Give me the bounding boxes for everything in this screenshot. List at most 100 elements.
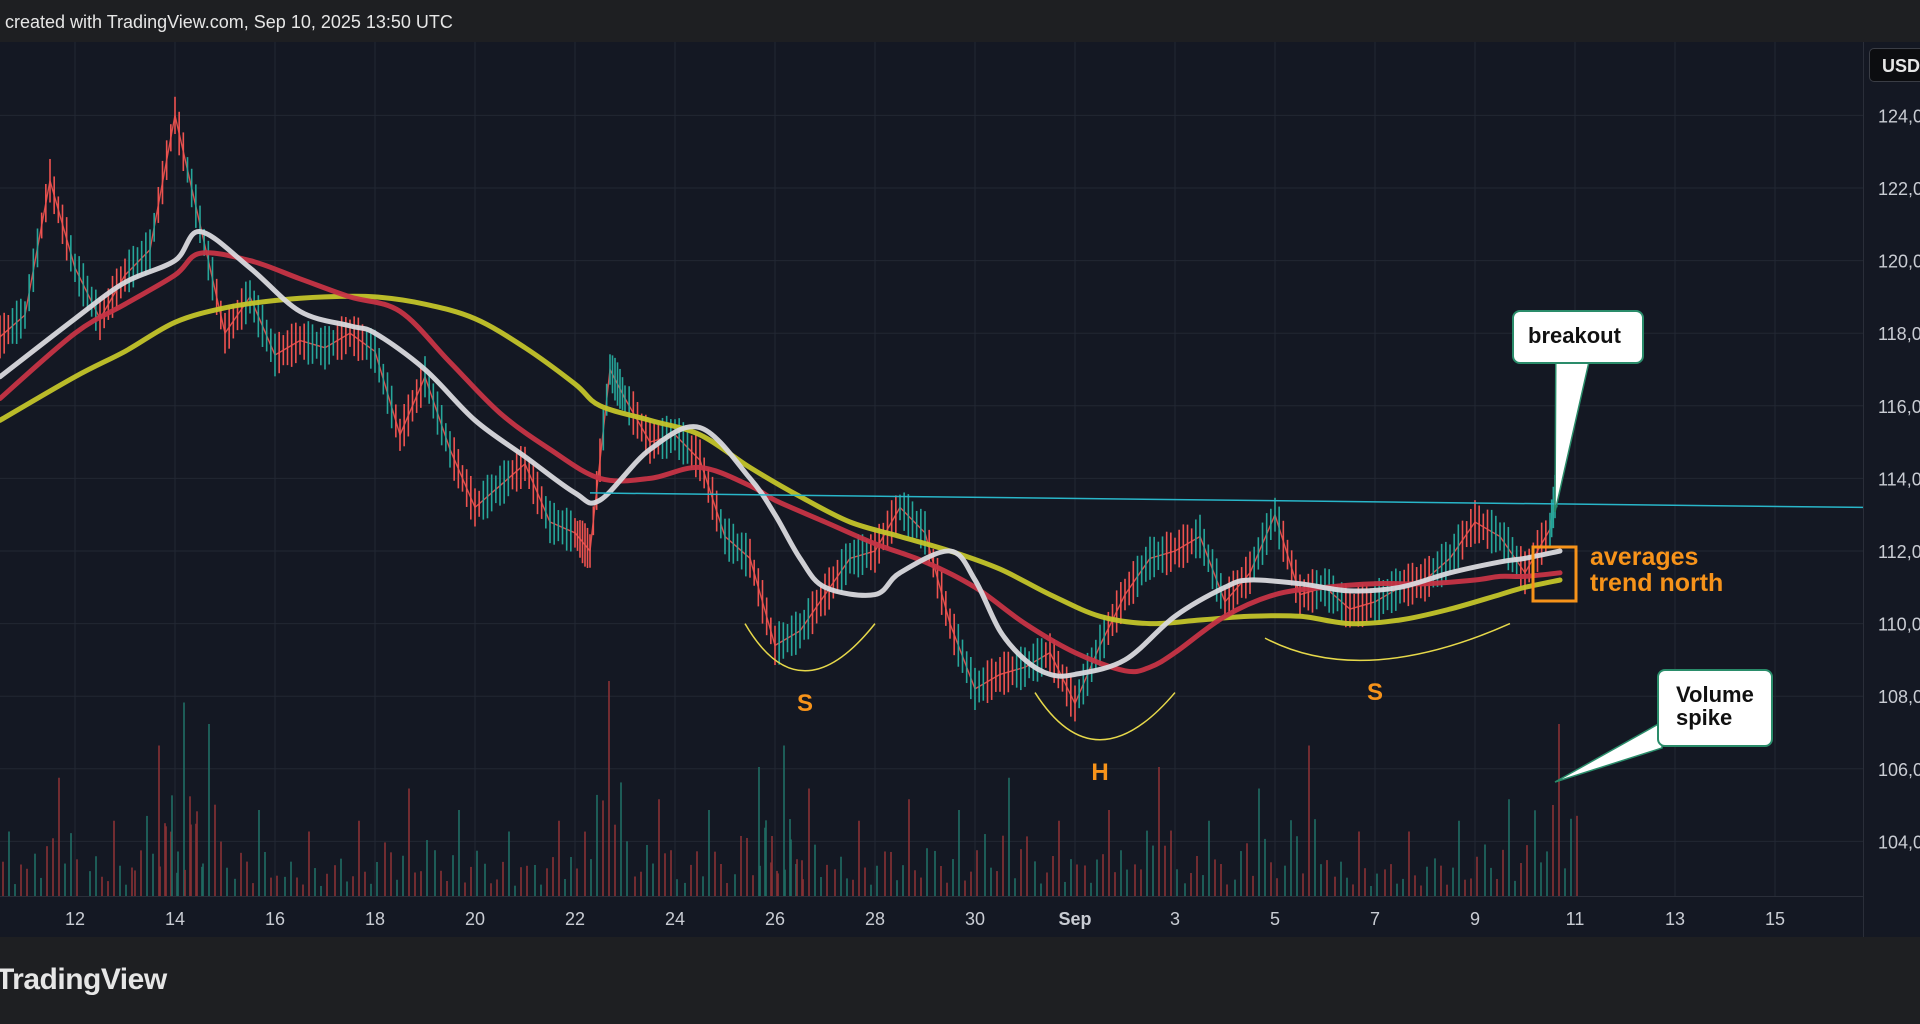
price-chart[interactable]: S H S <box>0 42 1863 896</box>
volume-bar <box>502 861 504 896</box>
price-tick-label: 106,0 <box>1878 760 1920 780</box>
volume-bar <box>46 846 48 896</box>
volume-bar <box>876 865 878 896</box>
volume-bar <box>640 871 642 896</box>
chart-area[interactable]: S H S breakout Volume spike averages trend… <box>0 42 1863 896</box>
volume-bar <box>308 831 310 896</box>
volume-bar <box>340 858 342 896</box>
volume-bar <box>1396 883 1398 896</box>
volume-bar <box>1296 836 1298 896</box>
volume-bar <box>1052 856 1054 896</box>
price-tick-label: 114,0 <box>1878 469 1920 489</box>
volume-bar <box>684 882 686 896</box>
volume-bar <box>1352 884 1354 896</box>
volume-bar <box>89 871 91 896</box>
volume-bar <box>1184 883 1186 896</box>
volume-bar <box>52 838 54 896</box>
volume-bar <box>208 724 210 896</box>
volume-bar <box>1126 869 1128 896</box>
volume-bar <box>152 853 154 896</box>
volume-bar <box>1526 845 1528 896</box>
time-tick-label: 15 <box>1765 909 1785 929</box>
volume-bar <box>1208 820 1210 896</box>
volume-bar <box>664 853 666 896</box>
grid <box>0 42 1863 896</box>
volume-bar <box>226 867 228 896</box>
volume-bar <box>1034 861 1036 896</box>
volume-bar <box>908 799 910 896</box>
time-tick-label: 9 <box>1470 909 1480 929</box>
time-tick-label: 3 <box>1170 909 1180 929</box>
volume-bar <box>1326 860 1328 896</box>
volume-bar <box>708 810 710 896</box>
volume-bar <box>626 841 628 896</box>
volume-bar <box>134 870 136 896</box>
volume-bar <box>484 863 486 896</box>
volume-bar <box>1176 869 1178 896</box>
volume-bar <box>1446 884 1448 896</box>
volume-bar <box>834 869 836 896</box>
volume-bar <box>171 795 173 896</box>
volume-bar <box>646 844 648 896</box>
time-tick-label: 12 <box>65 909 85 929</box>
currency-badge[interactable]: USD <box>1869 48 1920 82</box>
volume-bar <box>652 863 654 896</box>
price-axis[interactable]: 124,0 122,0 120,0 118,0 116,0 114,0 112,0 110,0… <box>1863 42 1920 937</box>
volume-bar <box>584 831 586 896</box>
volume-bar <box>984 834 986 896</box>
volume-bar <box>131 867 133 896</box>
neckline <box>589 492 1863 509</box>
volume-bar <box>940 866 942 896</box>
volume-bar <box>296 877 298 896</box>
volume-bar <box>840 856 842 896</box>
volume-bar <box>1570 818 1572 896</box>
volume-bar <box>1152 845 1154 896</box>
volume-bar <box>1170 830 1172 896</box>
volume-bar <box>920 877 922 896</box>
volume-bar <box>1520 862 1522 896</box>
volume-bar <box>870 884 872 896</box>
volume-bar <box>914 870 916 896</box>
volume-bar <box>1146 830 1148 896</box>
volume-bar <box>1440 865 1442 896</box>
volume-bar <box>220 841 222 896</box>
volume-bar <box>602 800 604 896</box>
volume-spike-pointer <box>1554 720 1663 783</box>
volume-bar <box>1514 880 1516 896</box>
volume-bar <box>1284 865 1286 896</box>
volume-bar <box>1158 767 1160 896</box>
volume-bar <box>446 880 448 896</box>
volume-bar <box>714 851 716 896</box>
volume-bar <box>165 826 167 896</box>
volume-bar <box>783 745 785 896</box>
volume-bar <box>1084 865 1086 896</box>
price-tick-label: 118,0 <box>1878 324 1920 344</box>
time-tick-label: 13 <box>1665 909 1685 929</box>
volume-bar <box>396 879 398 896</box>
volume-bar <box>1058 820 1060 896</box>
volume-bar <box>101 876 103 896</box>
volume-bar <box>258 810 260 896</box>
volume-bar <box>64 863 66 896</box>
volume-bar <box>564 879 566 896</box>
volume-bar <box>802 879 804 896</box>
time-tick-label: 28 <box>865 909 885 929</box>
volume-bar <box>58 777 60 896</box>
volume-bar <box>1102 854 1104 896</box>
volume-bar <box>820 877 822 896</box>
volume-bar <box>1302 873 1304 896</box>
volume-bar <box>1014 878 1016 896</box>
volume-bar <box>1190 872 1192 896</box>
time-axis[interactable]: 12 14 16 18 20 22 24 26 28 30 Sep 3 5 7 9 11 13 15 <box>0 896 1863 937</box>
volume-bar <box>852 879 854 896</box>
volume-bar <box>384 842 386 896</box>
top-bar: created with TradingView.com, Sep 10, 20… <box>0 0 1920 42</box>
volume-bar <box>140 850 142 896</box>
volume-bar <box>252 883 254 896</box>
volume-bar <box>1108 810 1110 896</box>
volume-bar <box>514 885 516 896</box>
volume-bar <box>1090 882 1092 896</box>
price-tick-label: 120,0 <box>1878 252 1920 272</box>
volume-bar <box>702 876 704 896</box>
volume-bar <box>334 865 336 896</box>
